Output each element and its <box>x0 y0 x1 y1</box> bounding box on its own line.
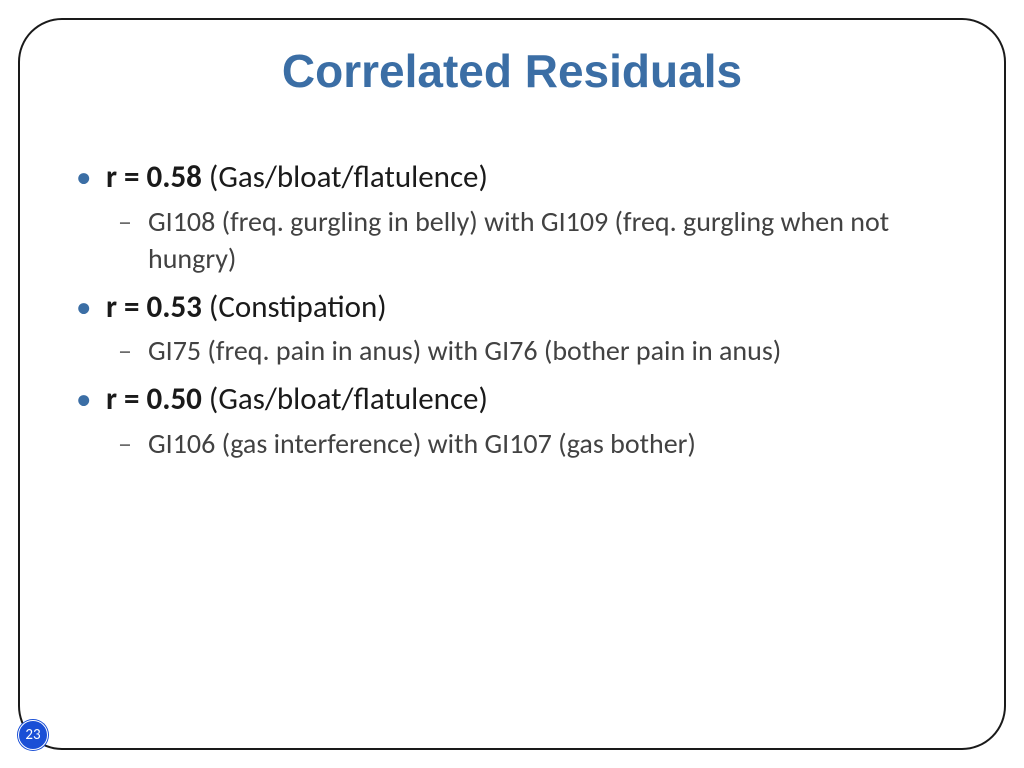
sub-list-item: GI106 (gas interference) with GI107 (gas… <box>106 426 964 463</box>
sub-list: GI106 (gas interference) with GI107 (gas… <box>106 426 964 463</box>
sub-list: GI108 (freq. gurgling in belly) with GI1… <box>106 204 964 278</box>
bullet-line: r = 0.50 (Gas/bloat/flatulence) <box>106 380 488 418</box>
list-item: r = 0.53 (Constipation) GI75 (freq. pain… <box>72 288 964 371</box>
bullet-rest: (Constipation) <box>202 288 387 326</box>
bullet-line: r = 0.58 (Gas/bloat/flatulence) <box>106 158 488 196</box>
bullet-strong: r = 0.50 <box>106 380 202 418</box>
bullet-list: r = 0.58 (Gas/bloat/flatulence) GI108 (f… <box>72 158 964 463</box>
bullet-line: r = 0.53 (Constipation) <box>106 288 387 326</box>
sub-list-item: GI75 (freq. pain in anus) with GI76 (bot… <box>106 333 964 370</box>
list-item: r = 0.58 (Gas/bloat/flatulence) GI108 (f… <box>72 158 964 278</box>
bullet-rest: (Gas/bloat/flatulence) <box>202 380 488 418</box>
bullet-rest: (Gas/bloat/flatulence) <box>202 158 488 196</box>
slide-content: r = 0.58 (Gas/bloat/flatulence) GI108 (f… <box>72 158 964 473</box>
sub-list-item: GI108 (freq. gurgling in belly) with GI1… <box>106 204 964 278</box>
slide-title: Correlated Residuals <box>0 44 1024 98</box>
list-item: r = 0.50 (Gas/bloat/flatulence) GI106 (g… <box>72 380 964 463</box>
slide: Correlated Residuals r = 0.58 (Gas/bloat… <box>0 0 1024 768</box>
sub-list: GI75 (freq. pain in anus) with GI76 (bot… <box>106 333 964 370</box>
bullet-strong: r = 0.53 <box>106 288 202 326</box>
bullet-strong: r = 0.58 <box>106 158 202 196</box>
page-number-badge: 23 <box>18 720 48 750</box>
page-number: 23 <box>25 726 40 744</box>
